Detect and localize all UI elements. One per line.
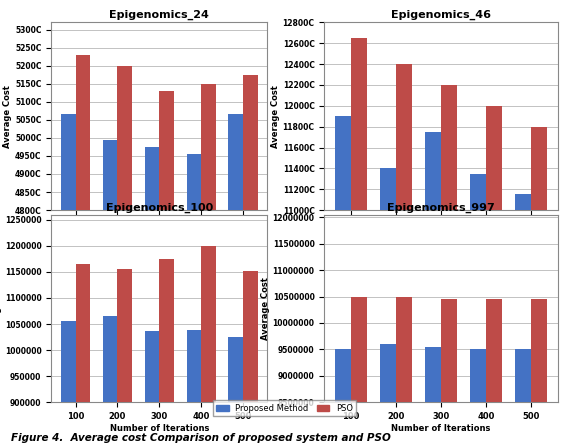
Title: Epigenomics_997: Epigenomics_997 <box>387 202 495 213</box>
Bar <box>351 38 366 447</box>
Legend: Proposed Method, PSO: Proposed Method, PSO <box>213 401 356 416</box>
Bar <box>228 337 243 447</box>
Bar <box>76 55 90 447</box>
Bar <box>103 139 117 447</box>
Bar <box>61 321 76 447</box>
Bar <box>103 316 117 447</box>
Bar <box>145 331 159 447</box>
Title: Epigenomics_100: Epigenomics_100 <box>106 202 213 213</box>
Bar <box>425 347 441 447</box>
Bar <box>351 296 366 447</box>
Bar <box>471 350 486 447</box>
Bar <box>117 66 132 447</box>
Bar <box>159 259 174 447</box>
Bar <box>159 91 174 447</box>
Bar <box>396 296 411 447</box>
Bar <box>335 350 351 447</box>
Bar <box>201 84 216 447</box>
Bar <box>441 299 457 447</box>
Title: Epigenomics_24: Epigenomics_24 <box>109 10 209 21</box>
Bar <box>335 116 351 447</box>
Bar <box>201 246 216 447</box>
Title: Epigenomics_46: Epigenomics_46 <box>391 10 491 21</box>
Bar <box>61 114 76 447</box>
Bar <box>76 264 90 447</box>
Bar <box>145 147 159 447</box>
Y-axis label: Average Cost: Average Cost <box>3 85 12 148</box>
Bar <box>486 106 502 447</box>
Y-axis label: Average Cost: Average Cost <box>261 277 270 340</box>
X-axis label: Number of Iterations: Number of Iterations <box>391 424 490 433</box>
Bar <box>187 154 201 447</box>
Bar <box>441 85 457 447</box>
X-axis label: Number of Iterations: Number of Iterations <box>110 424 209 433</box>
Bar <box>117 269 132 447</box>
Bar <box>531 127 547 447</box>
Bar <box>516 194 531 447</box>
Y-axis label: Average Cost: Average Cost <box>271 85 280 148</box>
Bar <box>187 330 201 447</box>
Bar <box>380 169 396 447</box>
Bar <box>228 114 243 447</box>
Bar <box>243 271 258 447</box>
Y-axis label: Average Cost: Average Cost <box>0 277 2 340</box>
Bar <box>471 173 486 447</box>
X-axis label: Number of Iterations: Number of Iterations <box>110 232 209 240</box>
Bar <box>516 350 531 447</box>
Text: Figure 4.  Average cost Comparison of proposed system and PSO: Figure 4. Average cost Comparison of pro… <box>11 433 391 443</box>
Bar <box>486 299 502 447</box>
X-axis label: Number of Iterations: Number of Iterations <box>391 232 490 240</box>
Bar <box>243 75 258 447</box>
Bar <box>380 344 396 447</box>
Bar <box>425 132 441 447</box>
Bar <box>396 64 411 447</box>
Bar <box>531 299 547 447</box>
